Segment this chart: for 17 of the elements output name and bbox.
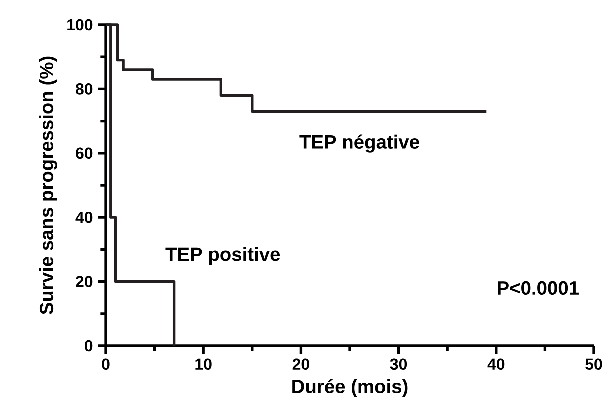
x-tick-label: 50 (586, 358, 602, 370)
y-tick-label: 0 (85, 340, 93, 352)
y-tick-label: 20 (76, 276, 93, 288)
annotation: P<0.0001 (498, 281, 579, 296)
x-tick-label: 40 (488, 358, 505, 370)
annotation: TEP négative (300, 134, 420, 153)
y-tick-label: 80 (76, 84, 93, 95)
x-tick-label: 0 (102, 358, 110, 370)
y-tick-label: 100 (68, 19, 93, 31)
y-tick-label: 40 (76, 212, 93, 224)
x-axis-title: Durée (mois) (292, 379, 408, 398)
annotation: TEP positive (166, 247, 280, 266)
y-tick-label: 60 (76, 148, 93, 160)
x-tick-label: 20 (292, 358, 310, 370)
x-tick-label: 10 (196, 358, 212, 370)
y-axis-title: Survie sans progression (%) (39, 56, 58, 315)
x-tick-label: 30 (390, 358, 408, 370)
